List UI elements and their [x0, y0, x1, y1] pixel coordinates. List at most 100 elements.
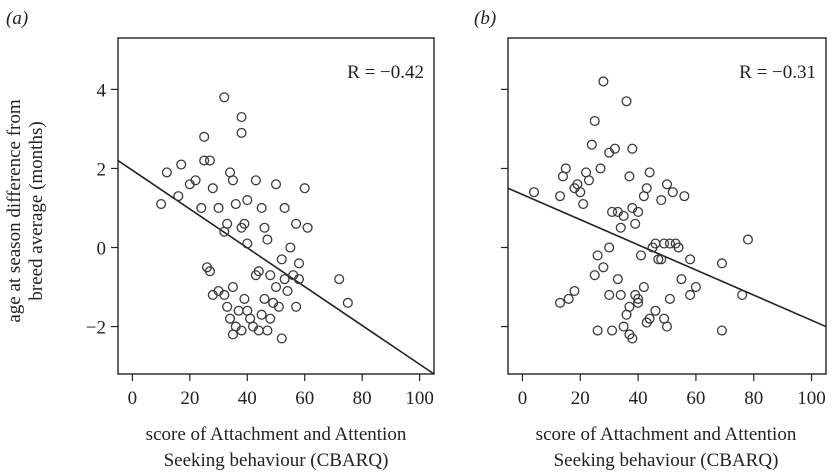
correlation-label-b: R = −0.31 — [739, 62, 816, 83]
data-point-a-34 — [299, 183, 310, 194]
y-tick-label-a-4: 4 — [97, 80, 107, 101]
data-point-b-3 — [560, 163, 571, 174]
data-point-a-5 — [190, 175, 201, 186]
data-point-b-18 — [615, 222, 626, 233]
data-point-a-20 — [239, 218, 250, 229]
data-point-b-54 — [618, 321, 629, 332]
data-point-a-3 — [176, 159, 187, 170]
data-point-a-8 — [199, 155, 210, 166]
data-point-b-44 — [563, 293, 574, 304]
data-point-b-42 — [690, 281, 701, 293]
data-point-b-68 — [664, 293, 675, 304]
data-point-a-40 — [219, 289, 230, 300]
x-tick-label-a-20: 20 — [180, 388, 199, 409]
data-point-b-1 — [554, 191, 566, 202]
data-point-b-49 — [598, 262, 609, 273]
data-point-a-67 — [219, 226, 230, 237]
data-point-a-1 — [161, 167, 172, 178]
data-point-a-18 — [236, 112, 247, 123]
data-point-b-43 — [554, 297, 566, 308]
y-tick-label-a-0: 0 — [97, 239, 107, 260]
data-point-a-30 — [285, 242, 296, 253]
data-point-a-28 — [276, 254, 287, 265]
data-point-b-11 — [589, 115, 600, 127]
data-point-a-63 — [291, 301, 302, 312]
data-point-b-39 — [673, 242, 684, 253]
data-point-b-70 — [685, 289, 696, 300]
data-point-a-2 — [173, 191, 184, 202]
data-point-a-65 — [334, 274, 345, 285]
data-point-a-58 — [270, 281, 282, 293]
data-point-a-69 — [253, 325, 264, 336]
data-point-a-10 — [207, 183, 218, 194]
data-point-b-37 — [667, 187, 678, 198]
data-point-a-29 — [279, 202, 290, 214]
data-point-a-47 — [239, 293, 250, 304]
data-point-b-74 — [742, 234, 753, 245]
data-point-b-7 — [578, 198, 589, 210]
data-point-b-19 — [618, 210, 629, 221]
data-point-a-21 — [242, 195, 253, 206]
data-point-b-33 — [656, 195, 667, 206]
data-point-a-7 — [199, 131, 210, 142]
data-point-b-34 — [659, 238, 670, 249]
data-point-a-15 — [227, 175, 238, 186]
data-point-a-52 — [253, 266, 264, 277]
data-point-b-64 — [650, 305, 661, 316]
x-axis-title-a-line1: score of Attachment and Attention — [146, 424, 407, 445]
data-point-b-71 — [716, 258, 727, 269]
data-point-a-54 — [259, 293, 270, 304]
data-point-a-23 — [256, 202, 267, 214]
data-point-b-13 — [598, 76, 609, 87]
data-point-a-26 — [265, 270, 276, 281]
x-tick-label-b-100: 100 — [797, 388, 826, 409]
data-point-a-43 — [227, 281, 238, 293]
y-axis-title-line1: age at season difference from — [4, 99, 25, 323]
data-point-a-37 — [204, 266, 215, 277]
x-tick-label-b-0: 0 — [518, 388, 528, 409]
data-point-a-35 — [302, 222, 313, 233]
points-b — [528, 76, 753, 344]
x-tick-label-a-40: 40 — [238, 388, 257, 409]
data-point-a-59 — [273, 301, 284, 312]
data-point-b-75 — [604, 242, 615, 253]
data-point-a-41 — [222, 301, 233, 312]
plot-frame-a — [117, 37, 435, 375]
data-point-b-51 — [607, 325, 618, 336]
data-point-b-16 — [609, 143, 621, 154]
data-point-b-15 — [607, 206, 618, 217]
data-point-a-55 — [262, 325, 273, 336]
data-point-a-42 — [224, 313, 236, 324]
data-point-a-60 — [276, 333, 287, 344]
data-point-b-56 — [624, 301, 635, 312]
x-tick-label-b-80: 80 — [744, 388, 763, 409]
ticks-b: 0 20 40 60 80 100 — [501, 88, 826, 409]
panel-b: (b) 0 20 40 60 80 100 R = −0.31 score of Atta… — [474, 8, 827, 471]
data-point-a-33 — [293, 258, 305, 269]
x-tick-label-a-80: 80 — [353, 388, 372, 409]
y-axis-title-line2: breed average (months) — [26, 121, 47, 300]
data-point-b-46 — [589, 270, 600, 281]
x-tick-label-b-20: 20 — [571, 388, 590, 409]
data-point-b-61 — [638, 281, 649, 293]
data-point-a-17 — [236, 127, 247, 138]
data-point-a-56 — [265, 313, 276, 324]
regression-line-a — [117, 159, 435, 375]
panel-a-label: (a) — [6, 8, 28, 29]
data-point-b-0 — [528, 187, 540, 198]
data-point-b-36 — [664, 238, 675, 249]
data-point-a-9 — [204, 155, 215, 166]
data-point-a-11 — [213, 202, 224, 214]
data-point-b-24 — [630, 218, 641, 229]
data-point-a-16 — [230, 198, 241, 210]
data-point-b-47 — [592, 250, 603, 261]
data-point-b-45 — [569, 285, 580, 297]
data-point-b-50 — [604, 289, 615, 300]
data-point-a-64 — [293, 274, 305, 285]
data-point-b-60 — [633, 293, 644, 304]
data-point-b-9 — [583, 175, 594, 186]
data-point-b-10 — [586, 139, 597, 150]
data-point-a-12 — [219, 92, 230, 103]
data-point-b-21 — [624, 171, 635, 182]
